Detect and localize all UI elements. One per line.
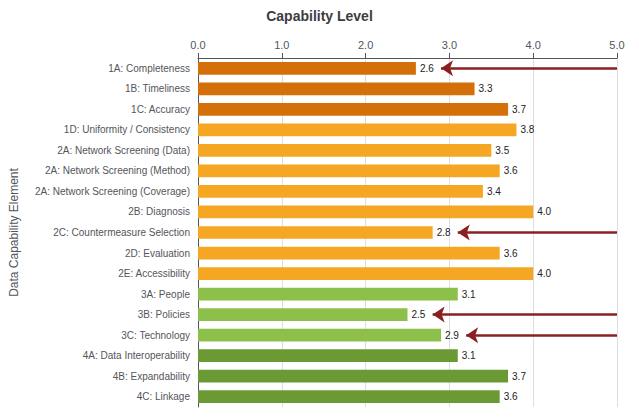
svg-text:3A: People: 3A: People (141, 289, 190, 300)
svg-text:2.8: 2.8 (437, 227, 451, 238)
svg-text:2A: Network Screening (Method): 2A: Network Screening (Method) (45, 165, 190, 176)
svg-text:2.0: 2.0 (358, 39, 373, 51)
svg-text:1.0: 1.0 (274, 39, 289, 51)
svg-text:2.9: 2.9 (445, 330, 459, 341)
svg-text:3.6: 3.6 (504, 248, 518, 259)
svg-text:Data Capability Element: Data Capability Element (7, 167, 21, 296)
svg-text:3.1: 3.1 (462, 350, 476, 361)
svg-text:2.5: 2.5 (412, 309, 426, 320)
svg-text:3B: Policies: 3B: Policies (138, 309, 190, 320)
svg-text:Capability Level: Capability Level (266, 8, 373, 24)
svg-text:1B: Timeliness: 1B: Timeliness (125, 83, 190, 94)
svg-text:0.0: 0.0 (190, 39, 205, 51)
svg-text:2E: Accessibility: 2E: Accessibility (118, 268, 190, 279)
svg-text:4C: Linkage: 4C: Linkage (137, 391, 191, 402)
svg-text:3.8: 3.8 (520, 124, 534, 135)
svg-text:3.1: 3.1 (462, 289, 476, 300)
svg-text:3.4: 3.4 (487, 186, 501, 197)
svg-text:4A: Data Interoperability: 4A: Data Interoperability (83, 350, 190, 361)
svg-text:3C: Technology: 3C: Technology (121, 330, 190, 341)
svg-text:3.0: 3.0 (442, 39, 457, 51)
svg-text:3.7: 3.7 (512, 371, 526, 382)
svg-text:1C: Accuracy: 1C: Accuracy (131, 104, 190, 115)
svg-text:3.6: 3.6 (504, 165, 518, 176)
svg-text:3.7: 3.7 (512, 104, 526, 115)
svg-text:5.0: 5.0 (609, 39, 624, 51)
svg-text:2A: Network Screening (Coverag: 2A: Network Screening (Coverage) (35, 186, 190, 197)
svg-text:3.5: 3.5 (495, 145, 509, 156)
svg-text:3.6: 3.6 (504, 391, 518, 402)
svg-text:2A: Network Screening (Data): 2A: Network Screening (Data) (57, 145, 190, 156)
svg-text:2D: Evaluation: 2D: Evaluation (125, 248, 190, 259)
svg-text:4.0: 4.0 (526, 39, 541, 51)
svg-text:2.6: 2.6 (420, 63, 434, 74)
svg-text:3.3: 3.3 (479, 83, 493, 94)
svg-text:4.0: 4.0 (537, 268, 551, 279)
svg-text:1D: Uniformity / Consistency: 1D: Uniformity / Consistency (64, 124, 190, 135)
svg-text:4.0: 4.0 (537, 206, 551, 217)
svg-text:4B: Expandability: 4B: Expandability (113, 371, 190, 382)
svg-text:1A: Completeness: 1A: Completeness (108, 63, 190, 74)
svg-text:2C: Countermeasure Selection: 2C: Countermeasure Selection (53, 227, 190, 238)
svg-text:2B: Diagnosis: 2B: Diagnosis (128, 206, 190, 217)
